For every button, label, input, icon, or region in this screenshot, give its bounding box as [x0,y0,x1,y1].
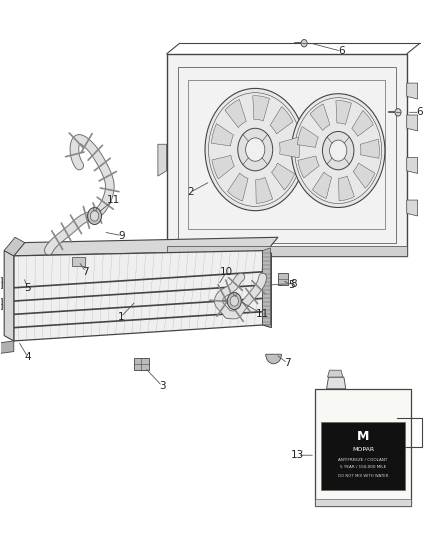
Text: 2: 2 [187,187,194,197]
Text: 13: 13 [291,450,304,460]
Polygon shape [278,273,288,285]
Text: M: M [357,430,369,443]
Circle shape [322,132,354,169]
Polygon shape [4,251,14,341]
Bar [72,257,85,265]
Wedge shape [212,124,233,146]
Bar [93,207,96,210]
Text: 7: 7 [82,267,89,277]
Circle shape [301,39,307,47]
Polygon shape [166,246,407,256]
Circle shape [230,296,238,306]
Wedge shape [310,104,330,131]
Wedge shape [253,96,269,121]
Wedge shape [353,163,375,188]
Circle shape [88,207,102,224]
Circle shape [246,138,265,161]
Text: 9: 9 [119,231,125,241]
Circle shape [329,140,347,161]
Polygon shape [263,248,271,325]
Wedge shape [360,139,379,158]
Polygon shape [14,237,278,256]
Wedge shape [212,156,234,179]
Wedge shape [339,176,354,200]
Polygon shape [407,158,418,173]
Text: MOPAR: MOPAR [352,447,374,451]
Polygon shape [14,251,267,341]
Wedge shape [279,138,300,158]
Wedge shape [352,110,373,136]
Wedge shape [256,177,272,203]
Text: 5: 5 [25,283,31,293]
Text: 3: 3 [159,381,166,391]
Text: 10: 10 [220,267,233,277]
Text: 11: 11 [256,309,269,319]
Text: 8: 8 [290,279,297,288]
Polygon shape [0,298,3,309]
Text: 7: 7 [284,358,291,368]
Polygon shape [158,144,166,176]
Wedge shape [225,99,246,127]
Text: 6: 6 [338,46,345,56]
Text: 1: 1 [117,312,124,322]
Wedge shape [297,126,318,147]
Wedge shape [270,107,293,134]
Polygon shape [0,341,14,354]
Text: 11: 11 [107,195,120,205]
Polygon shape [263,251,272,328]
Circle shape [227,293,241,310]
Text: ANTIFREEZE / COOLANT: ANTIFREEZE / COOLANT [339,458,388,462]
Text: 5: 5 [288,280,294,290]
Polygon shape [328,370,343,377]
Polygon shape [407,115,418,131]
Polygon shape [0,277,3,288]
Polygon shape [407,83,418,99]
Text: DO NOT MIX WITH WATER: DO NOT MIX WITH WATER [338,474,388,478]
Polygon shape [315,389,411,506]
Text: 6: 6 [417,107,423,117]
Wedge shape [312,172,332,198]
Circle shape [205,88,305,211]
Polygon shape [315,499,411,506]
Wedge shape [228,173,248,201]
Text: 4: 4 [25,352,31,362]
Circle shape [90,211,99,221]
Wedge shape [272,163,295,190]
Wedge shape [298,156,319,178]
Circle shape [238,128,273,171]
Bar [233,292,236,295]
Circle shape [395,109,401,116]
Polygon shape [134,359,149,370]
Polygon shape [407,200,418,216]
Polygon shape [327,377,346,389]
Wedge shape [336,101,351,125]
Polygon shape [321,422,405,490]
Polygon shape [166,54,407,256]
Polygon shape [4,237,25,256]
Text: 5 YEAR / 150,000 MILE: 5 YEAR / 150,000 MILE [340,465,386,470]
Wedge shape [266,354,282,364]
Circle shape [291,94,385,207]
